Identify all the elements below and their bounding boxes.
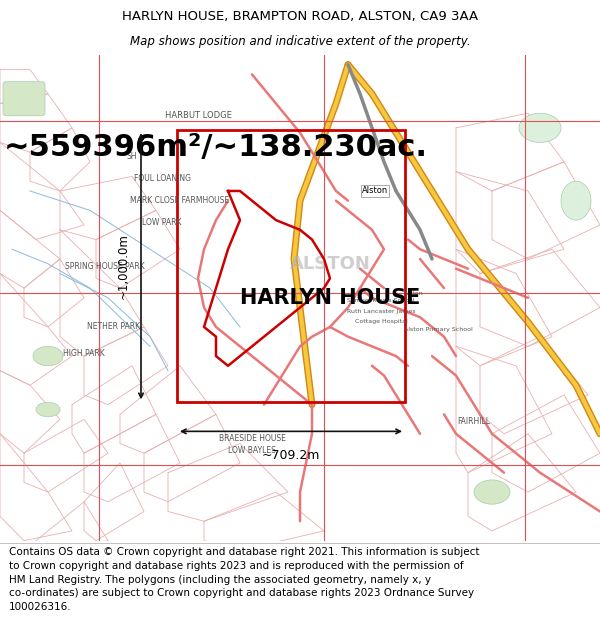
FancyBboxPatch shape [3,82,45,116]
Text: ~1,000.0m: ~1,000.0m [116,233,130,299]
Text: Contains OS data © Crown copyright and database right 2021. This information is : Contains OS data © Crown copyright and d… [9,548,479,612]
Text: ~709.2m: ~709.2m [262,449,320,462]
Text: Cottage Hospital: Cottage Hospital [355,319,407,324]
Text: LOW BAYLES: LOW BAYLES [228,446,276,455]
Text: NETHER PARK: NETHER PARK [88,322,140,331]
Text: Map shows position and indicative extent of the property.: Map shows position and indicative extent… [130,35,470,48]
Text: Alston: Alston [362,186,388,196]
Ellipse shape [474,480,510,504]
Text: HIGH PARK: HIGH PARK [63,349,105,358]
Text: HARLYN HOUSE: HARLYN HOUSE [240,288,420,308]
Text: LOW PARK: LOW PARK [142,218,182,227]
Ellipse shape [561,181,591,220]
Text: SH: SH [127,152,137,161]
Text: SPRING HOUSE PARK: SPRING HOUSE PARK [65,262,145,271]
Text: HARLYN HOUSE, BRAMPTON ROAD, ALSTON, CA9 3AA: HARLYN HOUSE, BRAMPTON ROAD, ALSTON, CA9… [122,10,478,23]
Ellipse shape [33,346,63,366]
Text: Samuel King’s School: Samuel King’s School [347,298,415,302]
Text: HARBUT LODGE: HARBUT LODGE [164,111,232,120]
Text: BRAESIDE HOUSE: BRAESIDE HOUSE [218,434,286,443]
Text: Alston: Alston [404,291,424,296]
Text: Alston Primary School: Alston Primary School [404,327,472,332]
Text: MARK CLOSE FARMHOUSE: MARK CLOSE FARMHOUSE [130,196,230,205]
Text: ~559396m²/~138.230ac.: ~559396m²/~138.230ac. [4,132,428,162]
Text: FOUL LOANING: FOUL LOANING [133,174,191,183]
Text: ALSTON: ALSTON [290,255,370,273]
Text: Ruth Lancaster James: Ruth Lancaster James [347,309,415,314]
Ellipse shape [36,402,60,417]
Text: FAIRHILL: FAIRHILL [458,417,491,426]
Bar [177,130,405,403]
Ellipse shape [519,113,561,142]
